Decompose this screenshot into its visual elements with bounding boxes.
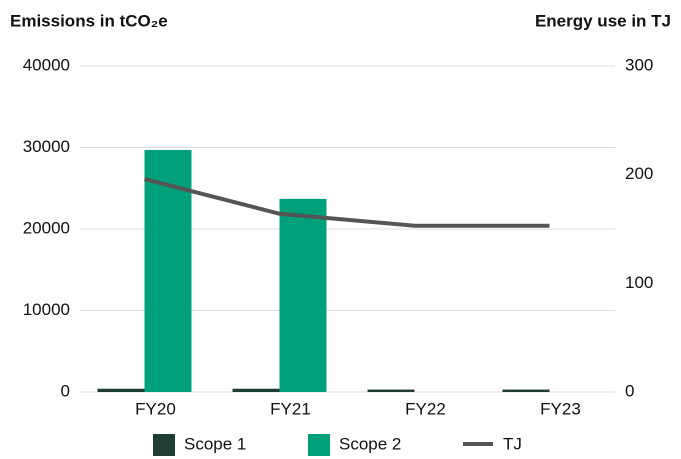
x-tick-label: FY22 [405, 399, 446, 418]
legend-label: TJ [503, 434, 522, 453]
y2-tick-label: 300 [625, 55, 653, 74]
y-tick-label: 30000 [23, 137, 70, 156]
bar [279, 198, 327, 392]
y-axis-title: Emissions in tCO₂e [10, 11, 168, 30]
x-tick-label: FY23 [540, 399, 581, 418]
legend-label: Scope 1 [184, 434, 246, 453]
legend-label: Scope 2 [339, 434, 401, 453]
line [144, 177, 550, 228]
y-tick-label: 40000 [23, 55, 70, 74]
bar [232, 388, 280, 392]
y2-axis-title: Energy use in TJ [535, 11, 671, 30]
y-tick-label: 20000 [23, 218, 70, 237]
x-tick-label: FY21 [270, 399, 311, 418]
bar [502, 389, 550, 392]
legend-swatch [308, 434, 330, 456]
y2-tick-label: 100 [625, 273, 653, 292]
legend-swatch [153, 434, 175, 456]
y2-tick-label: 200 [625, 164, 653, 183]
y-tick-label: 0 [61, 381, 70, 400]
y-tick-label: 10000 [23, 300, 70, 319]
bar [97, 388, 145, 392]
y2-tick-label: 0 [625, 381, 634, 400]
x-tick-label: FY20 [135, 399, 176, 418]
bar [367, 389, 415, 392]
